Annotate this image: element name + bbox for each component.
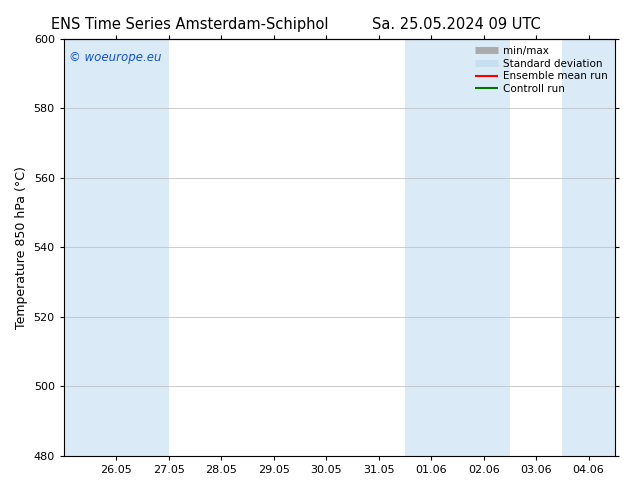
Text: © woeurope.eu: © woeurope.eu — [69, 51, 162, 64]
Bar — [405, 39, 457, 456]
Y-axis label: Temperature 850 hPa (°C): Temperature 850 hPa (°C) — [15, 166, 28, 329]
Bar — [457, 39, 510, 456]
Text: Sa. 25.05.2024 09 UTC: Sa. 25.05.2024 09 UTC — [372, 17, 541, 32]
Bar — [116, 39, 169, 456]
Bar — [64, 39, 116, 456]
Legend: min/max, Standard deviation, Ensemble mean run, Controll run: min/max, Standard deviation, Ensemble me… — [470, 42, 612, 98]
Text: ENS Time Series Amsterdam-Schiphol: ENS Time Series Amsterdam-Schiphol — [51, 17, 329, 32]
Bar — [562, 39, 615, 456]
